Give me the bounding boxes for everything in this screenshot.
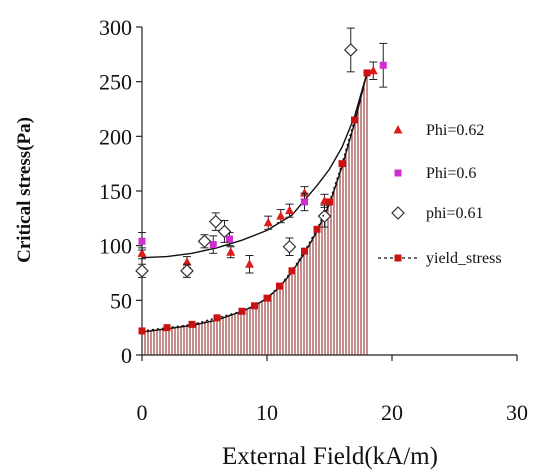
legend-label: Phi=0.6 [426, 165, 476, 182]
y-tick-label: 150 [99, 179, 132, 204]
square-marker [251, 302, 258, 310]
square-marker [351, 116, 358, 124]
triangle-marker [276, 211, 286, 220]
y-axis-label: Critical stress(Pa) [14, 117, 35, 263]
square-marker [188, 320, 196, 328]
triangle-marker [285, 205, 294, 215]
legend-label: Phi=0.62 [426, 122, 484, 139]
square-marker [379, 61, 387, 69]
square-marker [394, 254, 402, 262]
square-marker [288, 267, 296, 275]
yield-stress-dotted-line [141, 72, 368, 332]
diamond-marker [135, 263, 149, 278]
triangle-marker [300, 188, 309, 197]
axes: 0 50 100 150 200 250 300 0 10 20 30 [99, 15, 528, 425]
diamond-marker [217, 224, 232, 239]
diamond-marker [180, 263, 194, 278]
triangle-marker [137, 248, 147, 257]
square-marker [301, 247, 308, 255]
diamond-marker [391, 206, 405, 220]
triangle-marker [182, 257, 192, 266]
triangle-marker [226, 247, 236, 256]
square-marker [138, 327, 146, 335]
y-tick-label: 100 [99, 234, 132, 259]
diamond-marker [343, 43, 358, 57]
triangle-marker [245, 259, 254, 268]
fit-curves [141, 72, 368, 333]
square-marker [301, 198, 308, 206]
y-tick-label: 200 [99, 124, 132, 149]
square-marker [226, 235, 233, 243]
square-marker [138, 237, 146, 245]
legend-label: phi=0.61 [426, 205, 483, 222]
diamond-marker [197, 234, 212, 249]
triangle-marker [263, 217, 273, 227]
y-tick-label: 0 [121, 343, 132, 368]
data-points [135, 27, 388, 335]
legend: Phi=0.62 Phi=0.6 phi=0.61 yield_stress [378, 122, 502, 267]
y-tick-label: 250 [99, 70, 132, 95]
square-marker [163, 324, 171, 332]
square-marker [394, 169, 402, 177]
diamond-marker [282, 239, 297, 254]
fit-curve-2 [141, 72, 368, 333]
yield-stress-hatched-area [141, 72, 368, 355]
square-marker [276, 282, 283, 290]
fit-curve-1 [141, 72, 368, 259]
square-marker [263, 294, 271, 302]
square-marker [363, 69, 371, 77]
diamond-marker [208, 214, 223, 229]
x-tick-label: 30 [506, 400, 528, 425]
square-marker [209, 241, 217, 249]
triangle-marker [368, 65, 378, 75]
x-tick-label: 20 [381, 400, 403, 425]
triangle-marker [393, 125, 403, 134]
x-axis-label: External Field(kA/m) [222, 443, 438, 470]
legend-label: yield_stress [426, 250, 502, 267]
square-marker [326, 198, 333, 206]
square-marker [313, 225, 321, 233]
y-tick-label: 50 [110, 288, 132, 313]
square-marker [213, 314, 221, 322]
x-tick-label: 0 [137, 400, 148, 425]
y-tick-label: 300 [99, 15, 132, 40]
square-marker [238, 307, 246, 315]
x-tick-label: 10 [256, 400, 278, 425]
square-marker [338, 160, 346, 168]
diamond-marker [317, 209, 332, 223]
